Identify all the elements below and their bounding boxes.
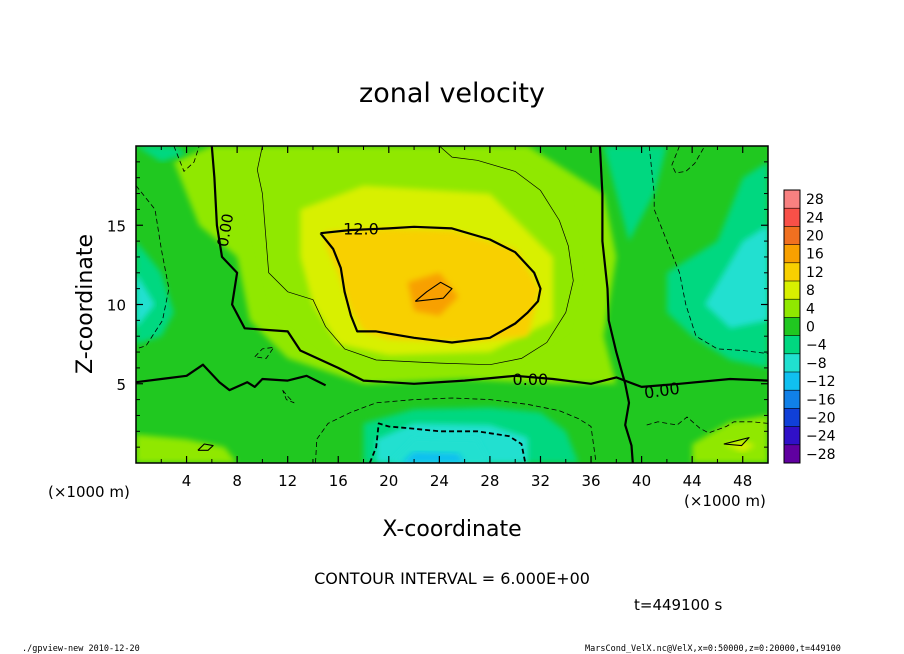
fill-region (136, 146, 187, 162)
contour-line (598, 146, 634, 463)
colorbar-label: −8 (806, 356, 827, 372)
colorbar-label: 8 (806, 283, 815, 299)
contour-interval-text: CONTOUR INTERVAL = 6.000E+00 (314, 569, 590, 588)
x-tick-label: 4 (182, 472, 192, 490)
x-tick-label: 24 (430, 472, 449, 490)
contour-line-negative (368, 422, 527, 463)
contour-line-negative (173, 146, 200, 172)
colorbar-swatch (784, 335, 800, 355)
colorbar-label: 0 (806, 320, 815, 336)
contour-line (319, 225, 542, 344)
colorbar-label: 16 (806, 247, 824, 263)
colorbar-label: −16 (806, 392, 836, 408)
fill-region (136, 241, 174, 345)
plot-area: 12.00.000.00 0.00 4 8 12 16 20 24 28 32 36 40 44 48 … (107, 145, 769, 490)
colorbar-label: −12 (806, 374, 836, 390)
contour-line (723, 437, 750, 447)
colorbar-swatch (784, 244, 800, 264)
colorbar-swatch (784, 281, 800, 300)
colorbar-swatch (784, 390, 800, 409)
colorbar (783, 189, 801, 464)
fill-region (401, 451, 465, 463)
colorbar-swatch (784, 317, 800, 337)
colorbar-label: −20 (806, 411, 836, 427)
x-axis-label: X-coordinate (382, 517, 521, 542)
colorbar-label: 28 (806, 192, 824, 208)
y-tick-label: 5 (116, 376, 126, 394)
contour-line (197, 443, 214, 451)
contour-line-negative (282, 389, 295, 404)
colorbar-swatch (784, 426, 800, 446)
contour-line (256, 146, 574, 366)
contour-line (210, 146, 768, 388)
y-tick-label: 15 (107, 217, 126, 235)
colorbar-label: 24 (806, 210, 824, 226)
contour-label: 0.00 (513, 370, 549, 389)
colorbar-swatch (784, 372, 800, 391)
contour-line (136, 363, 327, 392)
fill-region (704, 225, 768, 329)
colorbar-label: 4 (806, 301, 815, 317)
colorbar-swatch (784, 408, 800, 428)
colorbar-label: 12 (806, 265, 824, 281)
chart-title: zonal velocity (359, 78, 545, 109)
x-tick-label: 12 (278, 472, 297, 490)
contour-label-layer: 12.0 0.00 0.00 0.00 (214, 212, 681, 403)
x-axis-ticks: 4 8 12 16 20 24 28 32 36 40 44 48 (160, 146, 752, 490)
footer-left-text: ./gpview-new 2010-12-20 (22, 644, 140, 654)
x-tick-label: 36 (581, 472, 600, 490)
contour-label: 12.0 (343, 219, 379, 238)
x-tick-label: 44 (683, 472, 702, 490)
colorbar-swatch (784, 262, 800, 282)
y-axis-label: Z-coordinate (73, 234, 98, 374)
colorbar-swatch (784, 208, 800, 227)
fill-region (603, 146, 667, 242)
colorbar-frame (783, 189, 801, 464)
x-tick-label: 20 (379, 472, 398, 490)
contour-line-negative (671, 146, 706, 174)
colorbar-swatch (784, 190, 800, 209)
colorbar-swatch (784, 353, 800, 373)
contour-line-negative (315, 397, 597, 463)
color-fill-layer (136, 146, 768, 463)
x-unit-label-left: (×1000 m) (48, 483, 130, 501)
x-tick-label: 16 (329, 472, 348, 490)
x-tick-label: 40 (632, 472, 651, 490)
fill-region (407, 272, 459, 316)
colorbar-swatch (784, 444, 800, 464)
x-tick-label: 48 (733, 472, 752, 490)
y-tick-label: 10 (107, 297, 126, 315)
colorbar-swatch (784, 226, 800, 246)
contour-line-negative (646, 416, 768, 434)
colorbar-label: −28 (806, 447, 836, 463)
fill-region (136, 434, 238, 463)
contour-line (414, 281, 453, 302)
footer-right-text: MarsCond_VelX.nc@VelX,x=0:50000,z=0:2000… (585, 644, 841, 654)
contour-line-negative (648, 146, 768, 354)
colorbar-labels: 28 24 20 16 12 8 4 0 −4 −8 −12 −16 −20 −24 −28 (806, 192, 836, 463)
x-unit-label-right: (×1000 m) (684, 492, 766, 510)
fill-region (136, 272, 155, 329)
colorbar-label: −24 (806, 429, 836, 445)
x-tick-label: 8 (232, 472, 242, 490)
colorbar-label: 20 (806, 229, 824, 245)
fill-region (723, 440, 756, 452)
fill-region (692, 415, 768, 463)
contour-label: 0.00 (214, 212, 238, 248)
x-tick-label: 32 (531, 472, 550, 490)
contour-layer (136, 146, 768, 463)
time-text: t=449100 s (634, 596, 722, 614)
y-axis-ticks: 5 10 15 (107, 161, 768, 448)
colorbar-swatch (784, 299, 800, 318)
colorbar-label: −4 (806, 338, 827, 354)
contour-label: 0.00 (643, 379, 681, 403)
x-tick-label: 28 (480, 472, 499, 490)
